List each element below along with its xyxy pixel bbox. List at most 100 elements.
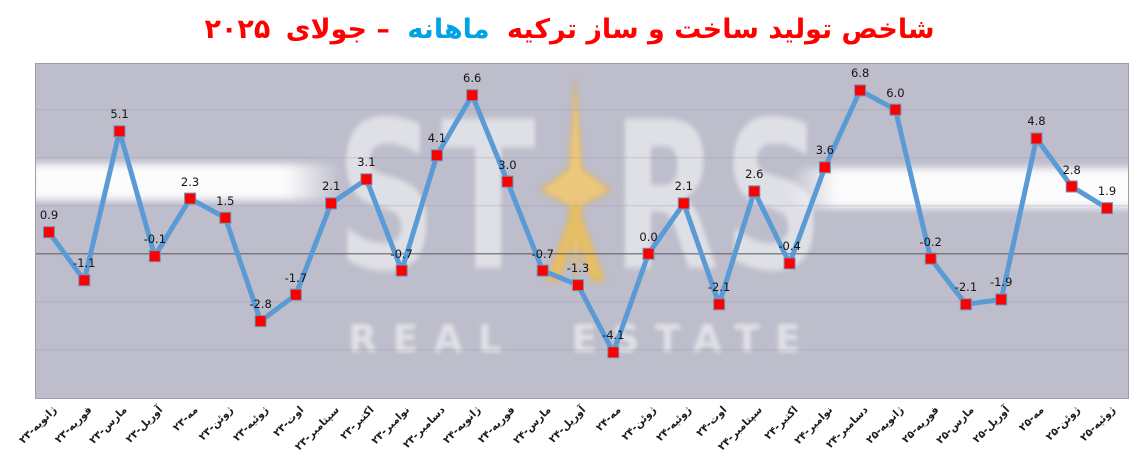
data-point-marker xyxy=(325,197,338,210)
line-chart-svg xyxy=(36,84,1128,359)
data-point-marker xyxy=(184,192,197,205)
x-axis-label: اکتبر-۲۳ xyxy=(338,404,377,443)
data-point-marker xyxy=(924,252,937,265)
x-axis-label: نوامبر-۲۴ xyxy=(792,404,836,447)
title-highlight-text: ماهانه xyxy=(407,14,490,45)
value-label: -0.7 xyxy=(531,246,554,261)
x-axis-label: فوریه-۲۴ xyxy=(476,404,518,446)
data-point-marker xyxy=(466,89,479,102)
value-label: -0.1 xyxy=(143,232,167,247)
title-year: ۲۰۲۵ xyxy=(204,14,271,45)
data-point-marker xyxy=(43,226,55,239)
x-axis-label: دسامبر-۲۴ xyxy=(823,404,871,451)
data-series-line xyxy=(46,87,1110,355)
plot-area: ST RS REAL ESTATE 0.9 -1.1 5.1 -0.1 2.3 1.5 -2… xyxy=(35,63,1129,399)
value-label: 1.9 xyxy=(1097,184,1117,199)
title-month-text: – جولای xyxy=(285,14,390,45)
value-label: 4.8 xyxy=(1027,114,1046,129)
x-axis-label: آوریل-۲۵ xyxy=(970,404,1012,446)
value-label: -1.1 xyxy=(73,256,96,271)
x-axis-label: اکتبر-۲۴ xyxy=(761,404,801,443)
value-label: 2.3 xyxy=(180,174,200,189)
value-label: -0.7 xyxy=(390,246,413,261)
x-axis-label: اوت-۲۳ xyxy=(271,404,307,440)
x-axis-label: مه-۲۵ xyxy=(1017,404,1047,434)
data-point-marker xyxy=(642,247,655,260)
x-axis-label: آوریل-۲۳ xyxy=(123,404,166,446)
value-label: 0.9 xyxy=(39,208,59,223)
value-label: -1.3 xyxy=(566,261,590,276)
x-axis-label: ژانویه-۲۴ xyxy=(440,404,483,447)
data-point-marker xyxy=(219,211,232,224)
data-point-marker xyxy=(677,197,690,210)
data-point-marker xyxy=(783,257,796,270)
data-point-marker xyxy=(501,175,514,188)
data-point-marker xyxy=(889,103,902,116)
data-point-marker xyxy=(818,161,831,174)
data-point-marker xyxy=(1101,202,1113,215)
data-point-marker xyxy=(748,185,761,198)
data-point-marker xyxy=(1030,132,1043,145)
value-label: 2.1 xyxy=(674,179,693,194)
data-point-marker xyxy=(959,298,972,311)
value-label: 3.6 xyxy=(815,143,835,158)
value-label: -4.1 xyxy=(602,328,625,343)
data-point-marker xyxy=(395,264,408,277)
value-label: 6.0 xyxy=(886,85,905,100)
x-axis-label: ژوئیه-۲۵ xyxy=(1077,404,1118,444)
data-point-marker xyxy=(289,288,302,301)
value-label: 0.0 xyxy=(639,229,658,244)
data-point-marker xyxy=(360,173,373,186)
x-axis-label: ژوئیه-۲۳ xyxy=(231,404,272,444)
value-label: -1.7 xyxy=(284,270,308,285)
data-point-marker xyxy=(78,274,91,287)
value-label: 5.1 xyxy=(110,107,129,122)
data-point-marker xyxy=(254,315,267,328)
x-axis-label: اوت-۲۴ xyxy=(694,404,730,440)
x-axis-label: مارس-۲۴ xyxy=(510,404,554,447)
chart-title: شاخص تولید ساخت و ساز ترکیه ماهانه – جول… xyxy=(0,12,1139,47)
value-label: 2.8 xyxy=(1062,162,1081,177)
value-label: -2.1 xyxy=(954,280,978,295)
x-axis-label: ژانویه-۲۳ xyxy=(17,404,60,447)
watermark-brand-left-letters: ST xyxy=(336,78,540,317)
value-label: 4.1 xyxy=(427,131,447,146)
data-point-marker xyxy=(854,84,867,97)
x-axis-label: ژوئن-۲۳ xyxy=(196,404,236,444)
x-axis-label: آوریل-۲۴ xyxy=(546,404,589,446)
value-label: 1.5 xyxy=(216,193,235,208)
value-label: 2.1 xyxy=(321,179,341,194)
x-axis-label: ژوئن-۲۴ xyxy=(620,404,660,444)
x-axis-label: دسامبر-۲۳ xyxy=(400,404,448,451)
value-label: 6.8 xyxy=(850,66,870,81)
value-label: 3.0 xyxy=(498,157,517,172)
data-point-marker xyxy=(995,293,1008,306)
x-axis-label: مارس-۲۳ xyxy=(87,404,131,447)
data-point-marker xyxy=(713,298,726,311)
data-point-marker xyxy=(607,346,620,359)
value-label: -0.4 xyxy=(778,239,801,254)
x-axis-label: فوریه-۲۳ xyxy=(53,404,95,446)
title-main-text: شاخص تولید ساخت و ساز ترکیه xyxy=(506,14,935,45)
data-point-marker xyxy=(572,279,584,292)
x-axis-label: ژانویه-۲۵ xyxy=(863,404,906,447)
value-label: 3.1 xyxy=(357,155,376,170)
x-axis-label: مارس-۲۵ xyxy=(933,404,977,447)
x-axis-label: فوریه-۲۵ xyxy=(899,404,942,446)
x-axis-label: ژوئن-۲۵ xyxy=(1043,404,1083,444)
x-axis-label: سپتامبر-۲۴ xyxy=(715,404,765,454)
data-point-marker xyxy=(1065,180,1078,193)
x-axis-label: مه-۲۳ xyxy=(170,404,201,434)
x-axis-label: ژوئیه-۲۴ xyxy=(654,404,695,444)
x-axis-label: مه-۲۴ xyxy=(594,404,624,434)
value-label: -1.9 xyxy=(989,275,1013,290)
x-axis-label: سپتامبر-۲۳ xyxy=(292,404,342,454)
data-point-marker xyxy=(536,264,549,277)
value-label: -0.2 xyxy=(919,234,942,249)
data-point-marker xyxy=(430,149,443,162)
value-label: 6.6 xyxy=(463,71,482,86)
value-label: 2.6 xyxy=(745,167,764,182)
watermark-subtitle: REAL ESTATE xyxy=(348,317,816,361)
x-axis-label: نوامبر-۲۳ xyxy=(369,404,413,447)
